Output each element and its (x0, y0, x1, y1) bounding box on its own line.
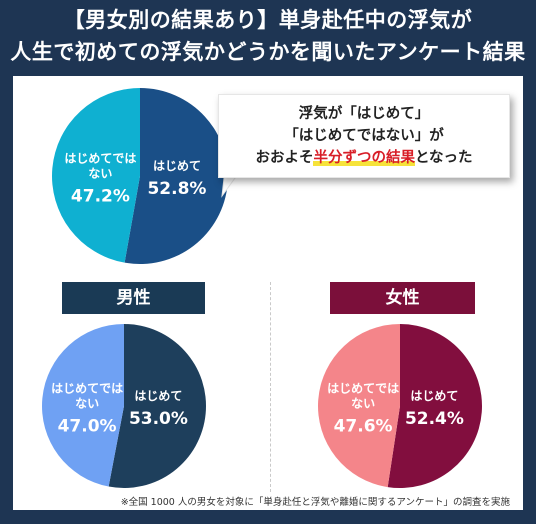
pie-slice-first-time (124, 88, 228, 264)
callout-line-3-post: となった (414, 150, 473, 166)
pie-slice-not-first-time (51, 88, 140, 263)
pie-label-not-first-time: はじめてでは (327, 382, 399, 396)
pie-label-not-first-time: ない (351, 397, 375, 411)
pie-value-not-first-time: 47.0% (58, 417, 117, 437)
female-pie-chart: はじめて 52.4% はじめてではない 47.6% (318, 324, 483, 488)
title-line-1: 【男女別の結果あり】単身赴任中の浮気が (63, 8, 473, 32)
male-pie-chart: はじめて 53.0% はじめてではない 47.0% (41, 324, 206, 488)
pie-label-first-time: はじめて (410, 389, 458, 403)
callout-bubble: 浮気が「はじめて」 「はじめてではない」が おおよそ半分ずつの結果となった (218, 94, 510, 178)
overall-pie-chart: はじめて 52.8% はじめてではない 47.2% (51, 88, 228, 264)
pie-value-not-first-time: 47.6% (334, 417, 393, 437)
pie-slice-first-time (387, 324, 483, 488)
page-title: 【男女別の結果あり】単身赴任中の浮気が 人生で初めての浮気かどうかを聞いたアンケ… (0, 4, 536, 68)
pie-value-first-time: 53.0% (129, 409, 188, 429)
male-header: 男性 (62, 282, 205, 314)
pie-label-first-time: はじめて (134, 389, 182, 403)
pie-slice-not-first-time (41, 324, 124, 487)
female-header: 女性 (330, 282, 475, 314)
pie-label-not-first-time: ない (75, 397, 99, 411)
pie-label-not-first-time: はじめてでは (64, 152, 136, 166)
callout-text: 浮気が「はじめて」 「はじめてではない」が おおよそ半分ずつの結果となった (219, 103, 509, 169)
callout-line-3: おおよそ半分ずつの結果となった (219, 147, 509, 169)
pie-label-not-first-time: はじめてでは (51, 382, 123, 396)
pie-slice-not-first-time (318, 324, 400, 488)
callout-highlight: 半分ずつの結果 (313, 150, 415, 166)
callout-line-3-pre: おおよそ (255, 150, 314, 166)
pie-value-first-time: 52.8% (147, 179, 206, 199)
gender-divider (270, 282, 271, 492)
pie-label-not-first-time: ない (88, 167, 112, 181)
pie-label-first-time: はじめて (153, 159, 201, 173)
title-line-2: 人生で初めての浮気かどうかを聞いたアンケート結果 (10, 40, 526, 64)
pie-value-first-time: 52.4% (405, 409, 464, 429)
callout-line-2: 「はじめてではない」が (284, 128, 444, 144)
pie-slice-first-time (108, 324, 206, 488)
footnote: ※全国 1000 人の男女を対象に「単身赴任と浮気や離婚に関するアンケート」の調… (120, 497, 510, 508)
callout-line-1: 浮気が「はじめて」 (298, 106, 430, 122)
pie-value-not-first-time: 47.2% (71, 187, 130, 207)
